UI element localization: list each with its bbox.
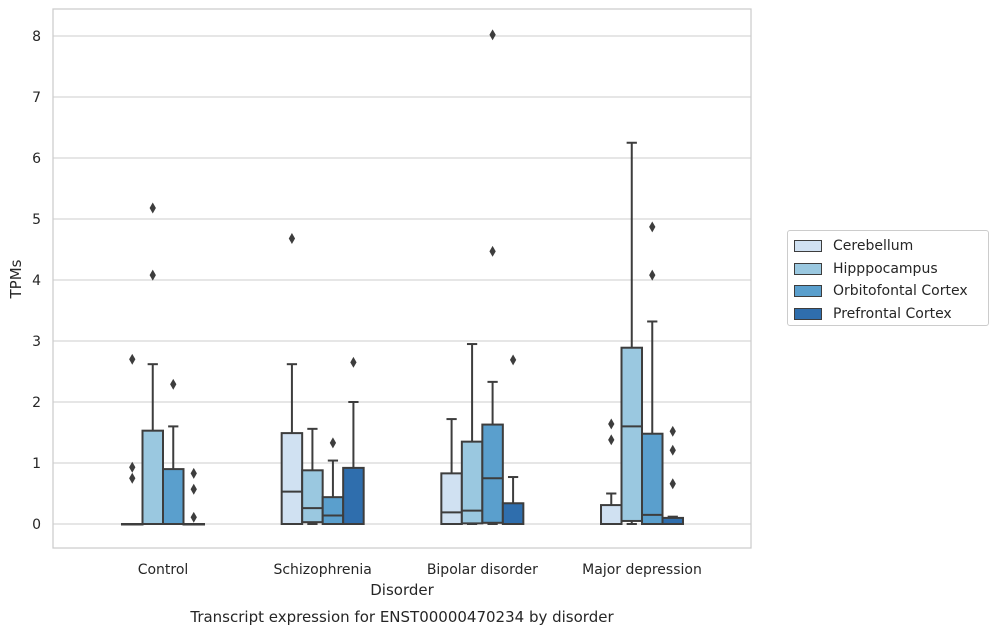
outlier-point: [170, 378, 177, 390]
box-prefrontal-cortex-2: [501, 354, 525, 526]
y-tick-label: 1: [32, 456, 41, 472]
outlier-point: [669, 425, 676, 437]
legend: Cerebellum Hipppocampus Orbitofontal Corte…: [787, 230, 989, 326]
box-hipppocampus-1: [301, 427, 324, 525]
legend-item: Hipppocampus: [794, 258, 982, 281]
box-body: [600, 504, 623, 525]
box-body: [280, 432, 304, 525]
outlier-point: [509, 354, 517, 366]
outlier-point: [329, 437, 337, 449]
outlier-point: [350, 356, 357, 368]
outlier-point: [149, 269, 156, 281]
x-tick-label: Major depression: [582, 562, 702, 578]
legend-label: Cerebellum: [833, 238, 914, 255]
outlier-point: [129, 472, 136, 484]
box-body: [641, 432, 664, 525]
y-tick-label: 4: [32, 273, 41, 289]
box-body: [440, 472, 463, 525]
box-body: [321, 496, 345, 526]
boxes: [121, 29, 685, 526]
box-hipppocampus-0: [141, 202, 164, 526]
outlier-point: [489, 245, 496, 257]
box-body: [342, 466, 365, 526]
legend-swatch: [794, 307, 822, 320]
outlier-point: [288, 233, 296, 244]
outlier-point: [190, 467, 197, 479]
box-body: [162, 468, 185, 526]
y-tick-labels: 0 1 2 3 4 5 6 7 8: [32, 29, 41, 533]
box-cerebellum-3: [600, 418, 623, 525]
legend-swatch: [794, 240, 822, 253]
x-axis-label: Disorder: [370, 581, 434, 599]
outlier-point: [149, 202, 156, 214]
outlier-point: [649, 221, 656, 233]
outlier-point: [190, 483, 197, 495]
box-cerebellum-1: [280, 233, 304, 525]
outlier-point: [608, 434, 615, 446]
legend-item: Prefrontal Cortex: [794, 303, 982, 326]
box-body: [501, 502, 525, 526]
grid-lines: [53, 35, 751, 525]
y-tick-label: 6: [32, 151, 41, 167]
legend-label: Hipppocampus: [833, 260, 938, 277]
box-body: [620, 346, 644, 522]
legend-item: Orbitofontal Cortex: [794, 280, 982, 303]
plot-frame: [52, 8, 752, 549]
y-tick-label: 2: [32, 395, 41, 411]
box-prefrontal-cortex-3: [661, 425, 685, 526]
legend-swatch: [794, 262, 822, 275]
box-cerebellum-2: [440, 418, 463, 525]
box-hipppocampus-3: [620, 141, 644, 525]
outlier-point: [669, 444, 676, 456]
outlier-point: [129, 353, 136, 365]
box-orbitofontal-cortex-0: [162, 378, 185, 526]
box-hipppocampus-2: [460, 343, 484, 525]
box-cerebellum-0: [121, 353, 144, 526]
box-orbitofontal-cortex-1: [321, 437, 345, 526]
y-tick-label: 8: [32, 29, 41, 45]
box-prefrontal-cortex-1: [342, 356, 365, 526]
y-axis-label: TPMs: [7, 259, 25, 299]
y-tick-label: 3: [32, 334, 41, 350]
box-body: [481, 423, 504, 524]
box-body: [301, 469, 324, 524]
legend-item: Cerebellum: [794, 235, 982, 258]
outlier-point: [489, 29, 496, 41]
outlier-point: [129, 461, 136, 473]
outlier-point: [649, 269, 656, 281]
y-tick-label: 0: [32, 517, 41, 533]
outlier-point: [190, 511, 197, 523]
box-body: [141, 429, 164, 526]
y-tick-label: 5: [32, 212, 41, 228]
box-prefrontal-cortex-0: [182, 467, 205, 526]
x-tick-label: Schizophrenia: [273, 562, 371, 578]
legend-swatch: [794, 285, 822, 298]
legend-label: Orbitofontal Cortex: [833, 283, 968, 300]
outlier-point: [608, 418, 615, 430]
chart-caption: Transcript expression for ENST0000047023…: [189, 608, 614, 626]
legend-label: Prefrontal Cortex: [833, 305, 952, 322]
x-tick-label: Bipolar disorder: [427, 562, 538, 578]
outlier-point: [669, 478, 676, 490]
x-tick-label: Control: [138, 562, 189, 578]
x-tick-labels: Control Schizophrenia Bipolar disorder Majo…: [138, 562, 702, 578]
box-orbitofontal-cortex-2: [481, 29, 504, 525]
y-tick-label: 7: [32, 90, 41, 106]
box-orbitofontal-cortex-3: [641, 221, 664, 525]
